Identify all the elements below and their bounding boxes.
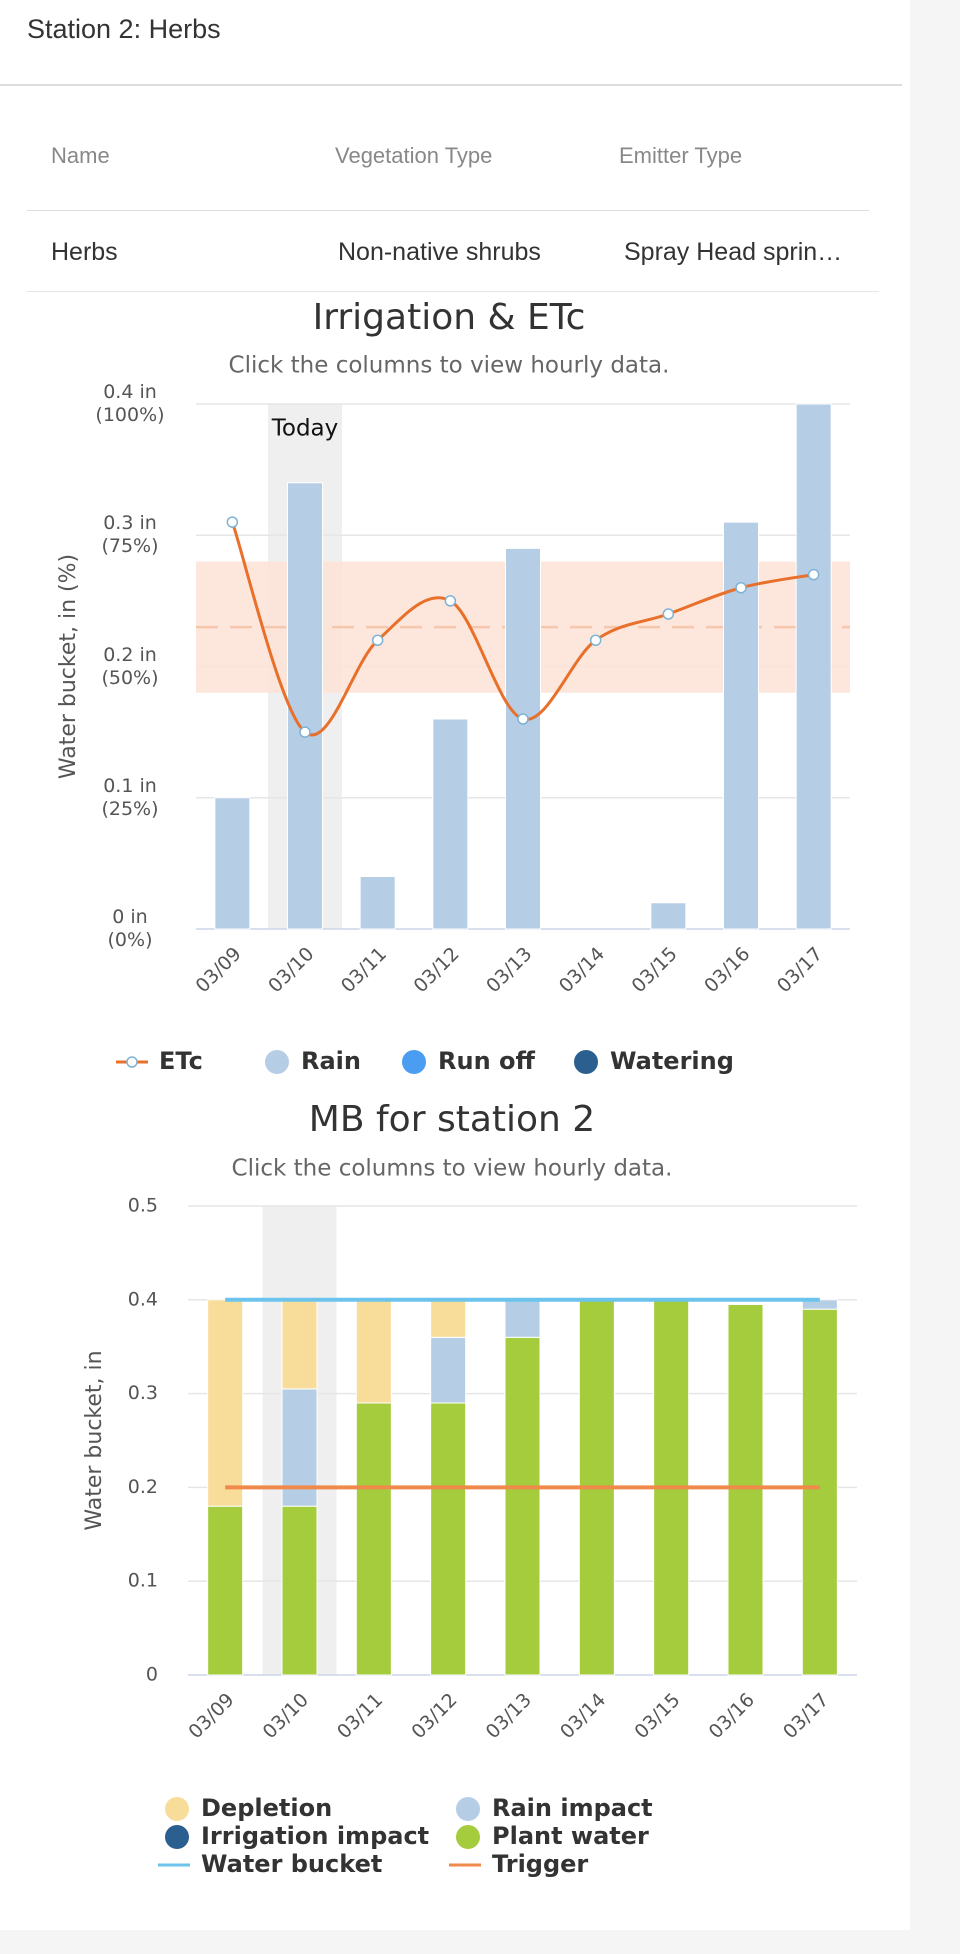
bar [432,718,469,930]
stacked-bar [504,1299,541,1338]
legend-marker [574,1050,598,1074]
y-tick-label: 0.1 [128,1570,158,1592]
stacked-bar [801,1308,838,1676]
x-tick-label: 03/12 [407,1689,461,1743]
x-tick-label: 03/12 [409,943,463,997]
x-tick-label: 03/11 [337,943,391,997]
column-header: Name [51,143,110,168]
divider [0,84,902,86]
column-header: Vegetation Type [335,143,493,168]
bar [650,902,687,930]
y-tick-label: 0.5 [128,1195,158,1217]
chart-subtitle: Click the columns to view hourly data. [229,353,670,379]
today-label: Today [271,416,339,442]
table-line [27,210,869,211]
stacked-bar [504,1336,541,1676]
right-gutter [910,0,960,1954]
stacked-bar [430,1299,467,1338]
stacked-bar [355,1402,392,1676]
x-tick-label: 03/15 [627,943,681,997]
x-tick-label: 03/09 [184,1689,238,1743]
legend-label: Rain impact [492,1794,653,1822]
stacked-bar [430,1402,467,1676]
legend-marker [402,1050,426,1074]
chart-title: MB for station 2 [309,1099,595,1140]
legend-marker [456,1797,480,1821]
legend-label: Irrigation impact [201,1822,429,1850]
x-tick-label: 03/10 [264,943,318,997]
stacked-bar [207,1505,244,1676]
etc-marker [299,726,311,738]
y-axis-title: Water bucket, in (%) [56,554,81,779]
stacked-bar [430,1336,467,1404]
etc-marker [662,608,675,620]
legend-label: Depletion [201,1794,332,1822]
y-tick-label: 0.4 in (100%) [95,381,165,426]
legend-label: Run off [438,1047,535,1075]
x-tick-label: 03/13 [482,1689,536,1743]
y-tick-label: 0.2 in (50%) [101,643,159,689]
x-tick-label: 03/13 [482,943,536,997]
table-cell: Spray Head sprin… [624,238,843,266]
etc-marker [517,713,529,725]
legend-marker [165,1825,189,1849]
legend-label: Plant water [492,1822,649,1850]
y-axis-title: Water bucket, in [82,1350,107,1530]
legend-marker [126,1056,138,1068]
x-tick-label: 03/17 [779,1689,833,1743]
bar [795,403,832,930]
etc-marker [226,516,239,528]
y-tick-label: 0.2 [128,1476,158,1498]
stacked-bar [207,1299,244,1507]
legend-label: Rain [301,1047,361,1075]
x-tick-label: 03/15 [630,1689,684,1743]
bar [214,797,251,930]
table-line [27,291,879,292]
table-cell: Non-native shrubs [338,238,541,266]
y-tick-label: 0.3 in (75%) [101,512,159,558]
x-tick-label: 03/09 [191,943,245,997]
legend-marker [265,1050,289,1074]
x-tick-label: 03/16 [705,1689,759,1743]
bar [359,876,396,930]
station-title: Station 2: Herbs [27,14,221,44]
chart-subtitle: Click the columns to view hourly data. [232,1156,673,1182]
y-tick-label: 0.3 [128,1382,158,1404]
etc-marker [735,582,747,594]
legend-marker [165,1797,189,1821]
x-tick-label: 03/16 [700,943,754,997]
legend-label: Watering [610,1047,734,1075]
etc-marker [807,568,820,581]
x-tick-label: 03/17 [773,943,827,997]
y-tick-label: 0 [146,1664,158,1686]
y-tick-label: 0.1 in (25%) [101,774,159,820]
bottom-gutter [0,1930,960,1954]
etc-marker [444,595,457,607]
bar [287,482,323,930]
stacked-bar [355,1299,392,1404]
x-tick-label: 03/14 [556,1689,610,1743]
x-tick-label: 03/10 [259,1689,313,1743]
x-tick-label: 03/11 [333,1689,387,1743]
legend-marker [456,1825,480,1849]
y-tick-label: 0 in (0%) [107,906,153,951]
stacked-bar [281,1299,318,1390]
x-tick-label: 03/14 [555,943,609,997]
chart-title: Irrigation & ETc [313,297,586,338]
y-tick-label: 0.4 [128,1288,158,1310]
etc-marker [589,634,602,646]
stacked-bar [281,1505,318,1676]
legend-label: ETc [159,1047,203,1075]
legend-label: Trigger [492,1850,588,1878]
column-header: Emitter Type [619,143,743,168]
bar [505,547,541,930]
etc-marker [371,634,384,646]
table-cell: Herbs [51,238,118,266]
legend-label: Water bucket [201,1850,382,1878]
stacked-bar [727,1303,764,1676]
